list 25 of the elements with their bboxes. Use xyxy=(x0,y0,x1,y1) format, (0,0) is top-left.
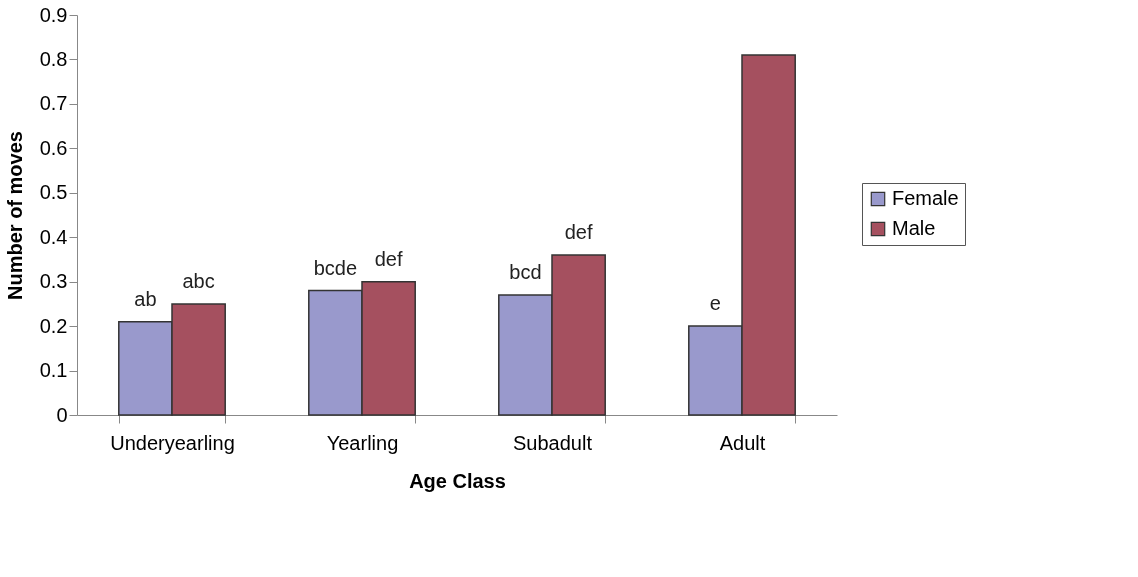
data-label: bcd xyxy=(509,261,542,283)
y-tick-label: 0 xyxy=(56,403,68,426)
y-tick-label: 0.2 xyxy=(39,314,68,337)
x-tick-label: Yearling xyxy=(326,431,399,454)
data-label: bcde xyxy=(313,256,358,279)
legend-label: Male xyxy=(892,217,936,239)
y-tick-label: 0.8 xyxy=(39,47,68,70)
y-tick-label: 0.4 xyxy=(39,225,68,248)
y-tick-label: 0.9 xyxy=(39,3,68,26)
data-label: e xyxy=(709,292,721,315)
x-tick-label: Subadult xyxy=(513,431,593,454)
x-tick-label: Underyearling xyxy=(110,431,235,454)
y-tick-label: 0.5 xyxy=(39,181,68,204)
y-tick-label: 0.3 xyxy=(39,270,68,293)
y-tick-label: 0.6 xyxy=(39,136,68,159)
x-axis-title: Age Class xyxy=(409,469,506,492)
y-tick-label: 0.1 xyxy=(39,359,68,382)
y-tick-label: 0.7 xyxy=(39,92,68,115)
data-label: abc xyxy=(182,269,215,292)
data-label: ab xyxy=(134,287,157,310)
legend-label: Female xyxy=(892,187,959,209)
data-label: def xyxy=(374,247,403,270)
y-axis-title: Number of moves xyxy=(3,131,26,300)
x-tick-label: Adult xyxy=(719,431,766,454)
data-label: def xyxy=(564,221,593,243)
